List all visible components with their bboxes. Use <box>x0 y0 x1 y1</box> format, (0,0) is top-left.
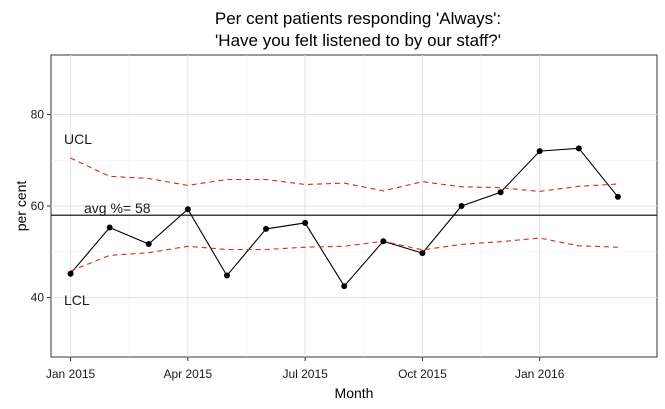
x-tick-label: Jul 2015 <box>282 367 328 381</box>
data-point <box>263 225 270 232</box>
avg-label: avg %= 58 <box>84 200 151 216</box>
lcl-label: LCL <box>64 292 90 308</box>
x-axis: Jan 2015 Apr 2015 Jul 2015 Oct 2015 Jan 2016 <box>46 357 565 381</box>
data-point <box>145 240 152 247</box>
data-point <box>223 272 230 279</box>
data-point <box>419 250 426 257</box>
grid-lines <box>51 55 657 357</box>
data-point <box>458 203 465 209</box>
y-tick-label: 40 <box>31 291 45 305</box>
data-point <box>380 238 387 245</box>
x-axis-title: Month <box>335 385 374 401</box>
x-tick-label: Apr 2015 <box>163 367 212 381</box>
y-tick-label: 80 <box>31 107 45 121</box>
data-point <box>575 145 582 152</box>
chart-title-line1: Per cent patients responding 'Always': <box>215 9 501 28</box>
x-tick-label: Jan 2015 <box>46 367 96 381</box>
data-point <box>67 270 74 277</box>
y-axis-title: per cent <box>13 181 29 232</box>
ucl-label: UCL <box>64 131 92 147</box>
data-point <box>341 283 348 290</box>
data-point <box>536 148 543 155</box>
data-point <box>497 189 504 196</box>
data-point <box>302 219 309 226</box>
chart-title-line2: 'Have you felt listened to by our staff?… <box>215 31 501 50</box>
data-point <box>184 206 191 213</box>
data-point <box>106 224 113 231</box>
x-tick-label: Oct 2015 <box>398 367 447 381</box>
points-layer <box>67 145 621 290</box>
ucl-line <box>70 157 618 192</box>
data-point <box>614 193 621 200</box>
lcl-line <box>70 237 618 272</box>
y-axis: 40 60 80 <box>31 107 51 305</box>
x-tick-label: Jan 2016 <box>515 367 565 381</box>
y-tick-label: 60 <box>31 199 45 213</box>
